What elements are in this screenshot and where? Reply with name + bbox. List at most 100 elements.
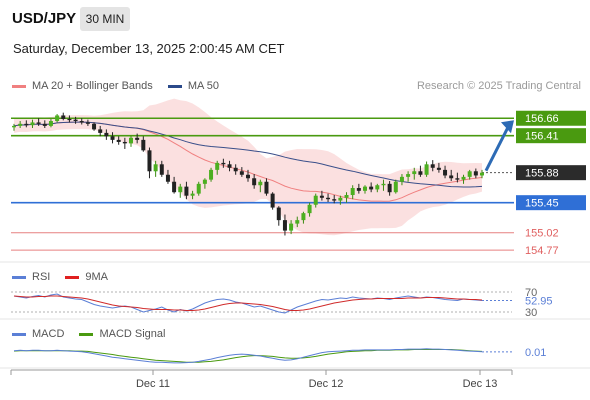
candle-body [190,193,195,196]
candle [350,185,355,200]
level-155-88-label: 155.88 [525,168,559,180]
candle [178,183,183,198]
candle [122,137,127,149]
candle-body [135,137,140,140]
candle-body [116,139,121,142]
candle-body [467,171,472,177]
candle-body [153,164,158,172]
candle [67,115,72,123]
candle [92,122,97,131]
level-155-45-label: 155.45 [525,198,559,210]
candle-body [338,197,343,201]
candle [159,160,164,177]
candle [375,183,380,193]
candle [326,193,331,202]
candle [116,136,121,145]
candle-body [301,213,306,221]
candle-body [387,183,392,193]
candle [252,174,257,189]
candle [418,165,423,177]
candle-body [246,174,250,179]
candle [319,190,324,201]
legend-swatch-macd-signal [79,332,94,336]
legend-item-rsi-ma[interactable]: 9MA [65,271,108,283]
candle [369,182,374,193]
rsi-line [13,293,483,314]
candle [467,169,472,180]
candle [221,158,226,168]
candle-body [350,188,355,196]
candle-body [455,178,460,180]
candle-body [430,164,435,168]
candle [190,190,195,200]
candle-body [369,186,374,190]
legend-item-macd-signal[interactable]: MACD Signal [79,328,165,340]
chart-header: USD/JPY 30 MIN [0,0,590,40]
candle [436,162,441,173]
candle [363,185,367,194]
legend-label-ma20: MA 20 + Bollinger Bands [32,80,153,92]
candle [276,206,281,226]
candle-body [399,176,404,182]
candle [307,202,312,217]
level-155-45-tag-bg [516,195,586,211]
candle-body [202,179,207,184]
candle [30,119,35,129]
candle [12,123,16,131]
x-tick-label: Dec 11 [136,378,170,390]
candle [455,172,460,183]
candle [239,167,244,177]
macd-line [13,348,483,364]
forecast-arrow-shaft [484,126,510,172]
candle-body [48,121,53,126]
candle [196,181,201,196]
candle-body [252,178,257,186]
legend-swatch-ma20 [12,84,26,88]
candle-body [184,186,189,196]
candle [42,120,47,129]
legend-label-rsi-ma: 9MA [85,271,109,283]
candle [387,181,392,196]
candle [215,160,220,175]
rsi-level-label: 70 [525,287,537,299]
candle-body [98,129,103,133]
level-155-45-tag: 155.45 [516,195,586,211]
chart-datetime: Saturday, December 13, 2025 2:00:45 AM C… [13,41,285,56]
candle-body [129,137,133,144]
candle [282,214,287,236]
candle-body [172,181,177,193]
legend-item-ma50[interactable]: MA 50 [167,80,220,92]
candle-body [12,125,16,128]
candle-body [79,121,84,123]
candle-body [209,169,214,180]
level-156-41-tag: 156.41 [516,128,586,144]
candle [412,167,417,180]
candle-body [165,174,170,182]
legend-label-ma50: MA 50 [187,80,220,92]
candle-body [221,162,226,165]
candle-body [141,139,146,151]
rsi-last-label: 52.95 [525,296,553,308]
candle [61,112,66,121]
candle [153,160,158,177]
legend-item-rsi[interactable]: RSI [12,271,50,283]
candle-body [42,123,47,126]
candle-body [412,171,417,175]
candle-body [356,188,361,191]
x-tick-label: Dec 12 [309,378,344,390]
level-156-66-label: 156.66 [525,113,559,125]
candle-body [73,119,78,122]
candle-body [159,164,164,175]
timeframe-badge[interactable]: 30 MIN [80,7,130,31]
candle [135,133,140,144]
candle-body [461,176,466,180]
legend-item-ma20[interactable]: MA 20 + Bollinger Bands [12,80,153,92]
macd-legend: MACD MACD Signal [12,328,177,340]
macd-signal-line [13,349,483,363]
candle [36,118,41,126]
candle-body [270,193,275,208]
legend-item-macd[interactable]: MACD [12,328,64,340]
candle [79,118,84,125]
legend-swatch-ma50 [167,84,182,88]
